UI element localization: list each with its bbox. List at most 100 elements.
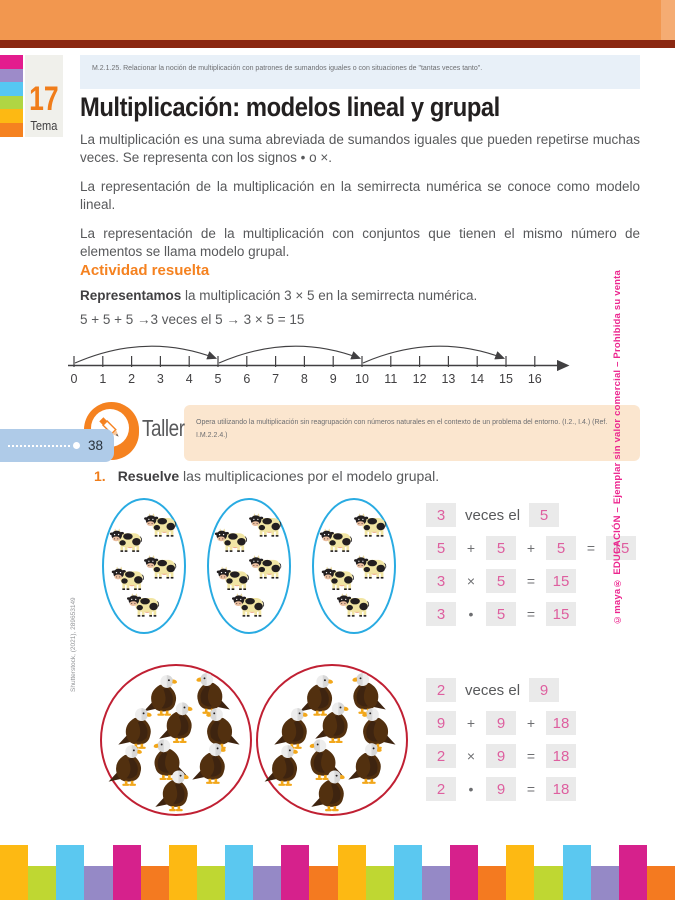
cow-icon	[249, 512, 282, 538]
operator: =	[526, 573, 536, 589]
equation-row: 3 • 5 = 15	[426, 602, 645, 626]
equation-label: veces el	[465, 681, 521, 699]
number-line: 0 1 2 3 4 5 6 7 8 9 10 11 12 13 14 15 16	[64, 330, 604, 395]
exercise-1: 1. Resuelve las multiplicaciones por el …	[94, 468, 439, 484]
cow-set	[102, 498, 186, 634]
number-box: 3	[426, 602, 456, 626]
number-box: 5	[546, 536, 576, 560]
operator: +	[466, 715, 476, 731]
publisher-brand: ©maya®	[612, 577, 623, 626]
number-box: 5	[486, 569, 516, 593]
decoration-bar	[337, 845, 366, 900]
cow-icon	[144, 512, 177, 538]
tema-badge: 17 Tema	[25, 55, 63, 137]
cow-icon	[214, 528, 247, 553]
eagle-icon	[206, 708, 240, 749]
tick-label: 13	[441, 372, 455, 386]
number-box: 5	[529, 503, 560, 527]
tick-label: 7	[272, 372, 279, 386]
decoration-bar	[478, 866, 507, 900]
number-box: 2	[426, 777, 456, 801]
jump-arc	[362, 345, 506, 364]
decoration-bar	[84, 866, 113, 900]
color-square	[0, 122, 23, 137]
equation-row: 3 veces el 5	[426, 503, 645, 527]
decoration-bar	[450, 845, 479, 900]
number-box: 9	[529, 678, 560, 702]
cow-icon	[109, 528, 142, 553]
intro-paragraphs: La multiplicación es una suma abreviada …	[80, 131, 640, 272]
cow-icon	[144, 554, 177, 579]
cow-group-sets	[102, 498, 396, 634]
decoration-bar	[28, 866, 57, 900]
number-box: 9	[426, 711, 456, 735]
decoration-bar	[196, 866, 225, 900]
edition-notice: ©maya® EDUCACIÓN – Ejemplar sin valor co…	[612, 270, 623, 626]
activity-expression: 5 + 5 + 5 →3 veces el 5 → 3 × 5 = 15	[80, 312, 305, 327]
taller-section: Opera utilizando la multiplicación sin r…	[80, 402, 640, 464]
color-square	[0, 82, 23, 96]
equation-row: 3 × 5 = 15	[426, 569, 645, 593]
equation-row: 9 +9 +18	[426, 711, 585, 735]
decoration-bar	[393, 845, 422, 900]
tick-label: 5	[215, 372, 222, 386]
operator: +	[526, 540, 536, 556]
decoration-bar	[0, 845, 29, 900]
equation-row: 2 × 9 = 18	[426, 744, 585, 768]
curriculum-standard: M.2.1.25. Relacionar la noción de multip…	[80, 55, 640, 89]
tick-label: 3	[157, 372, 164, 386]
decoration-bar	[56, 845, 85, 900]
decoration-bar	[168, 845, 197, 900]
color-square	[0, 95, 23, 110]
decoration-bar	[225, 845, 254, 900]
intro-paragraph-3: La representación de la multiplicación c…	[80, 225, 640, 259]
eagle-icon	[143, 675, 177, 716]
eagle-icon	[155, 770, 189, 812]
number-box: 18	[546, 744, 576, 768]
dot	[73, 442, 80, 449]
eagle-icon	[196, 673, 230, 714]
eagle-set	[100, 664, 252, 816]
number-box: 2	[426, 744, 456, 768]
equation-row: 2 • 9 = 18	[426, 777, 585, 801]
equation-label: veces el	[465, 506, 521, 524]
cow-icon	[354, 512, 387, 538]
number-box: 5	[486, 536, 516, 560]
eagle-icon	[118, 708, 152, 749]
tick-label: 2	[128, 372, 135, 386]
number-box: 3	[426, 503, 456, 527]
decoration-bar	[618, 845, 647, 900]
intro-paragraph-1: La multiplicación es una suma abreviada …	[80, 132, 640, 165]
cow-set	[207, 498, 291, 634]
exercise-verb: Resuelve	[117, 468, 180, 484]
tick-label: 10	[355, 372, 369, 386]
dotted-line	[8, 444, 70, 447]
intro-paragraph-2: La representación de la multiplicación e…	[80, 178, 640, 212]
page-title: Multiplicación: modelos lineal y grupal	[80, 92, 500, 122]
tick-label: 16	[528, 372, 542, 386]
cow-set	[312, 498, 396, 634]
top-maroon-strip	[0, 40, 675, 48]
page-number: 38	[88, 438, 104, 453]
color-square	[0, 109, 23, 123]
cow-icon	[231, 592, 265, 618]
edition-notice-text: EDUCACIÓN – Ejemplar sin valor comercial…	[612, 269, 623, 578]
eagle-set	[256, 664, 408, 816]
tick-label: 11	[384, 372, 397, 386]
cow-icon	[126, 592, 160, 618]
color-square	[0, 68, 23, 83]
activity-statement-rest: la multiplicación 3 × 5 en la semirrecta…	[181, 288, 478, 303]
number-box: 15	[546, 602, 576, 626]
decoration-bar	[365, 866, 394, 900]
eagle-icon	[311, 770, 345, 812]
operator: •	[468, 781, 474, 797]
top-band-edge	[661, 0, 675, 40]
exercise-rest: las multiplicaciones por el modelo grupa…	[179, 468, 440, 484]
eagle-icon	[362, 708, 396, 749]
number-box: 15	[606, 536, 636, 560]
decoration-bar	[646, 866, 675, 900]
tick-label: 15	[499, 372, 513, 386]
tick-label: 6	[243, 372, 250, 386]
activity-statement: Representamos la multiplicación 3 × 5 en…	[80, 288, 640, 303]
cow-equations: 3 veces el 5 5 +5 +5 = 15 3 × 5 = 15 3 • 5 = 15	[426, 503, 645, 635]
